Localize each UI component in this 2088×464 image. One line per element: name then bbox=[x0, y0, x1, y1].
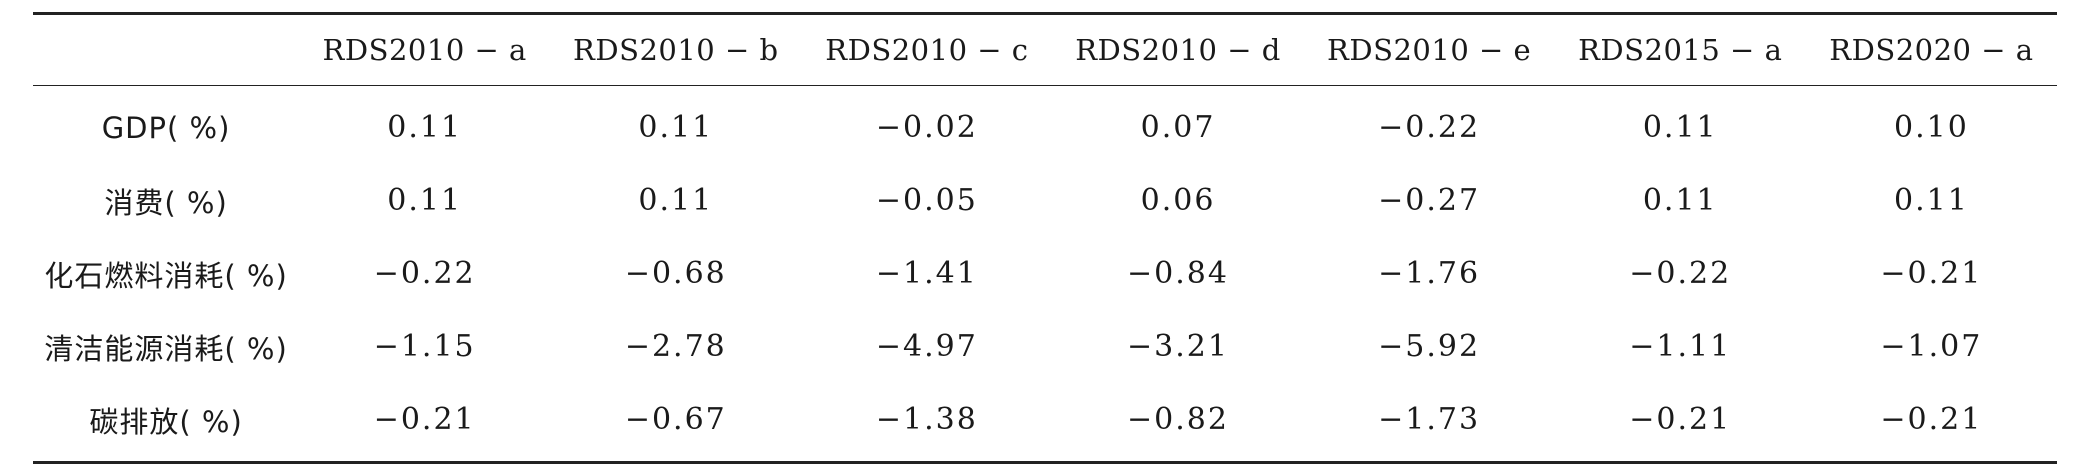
table-cell: −1.73 bbox=[1378, 402, 1481, 437]
table-cell: 0.11 bbox=[387, 183, 463, 218]
header-cell-rds2010-d: RDS2010 − d bbox=[1075, 33, 1281, 67]
table-header: RDS2010 − a RDS2010 − b RDS2010 − c RDS2… bbox=[33, 13, 2057, 86]
table-cell: −0.21 bbox=[1880, 256, 1983, 291]
header-cell-rds2010-e: RDS2010 − e bbox=[1327, 33, 1532, 67]
header-cell-rds2010-c: RDS2010 − c bbox=[825, 33, 1029, 67]
table-cell: −0.02 bbox=[875, 110, 978, 145]
table-cell: −0.82 bbox=[1127, 402, 1229, 437]
table-row-consumption: 消费( %) 0.11 0.11 −0.05 0.06 −0.27 0.11 0… bbox=[33, 164, 2057, 237]
table-cell: −0.67 bbox=[624, 402, 727, 437]
table-cell: −1.11 bbox=[1629, 329, 1732, 364]
table-cell: −3.21 bbox=[1127, 329, 1229, 364]
table-body: GDP( %) 0.11 0.11 −0.02 0.07 −0.22 0.11 … bbox=[33, 86, 2057, 463]
header-cell-empty bbox=[33, 14, 299, 86]
table-cell: −1.07 bbox=[1880, 329, 1983, 364]
table-row-clean-energy: 清洁能源消耗( %) −1.15 −2.78 −4.97 −3.21 −5.92… bbox=[33, 310, 2057, 383]
table-cell: −5.92 bbox=[1378, 329, 1481, 364]
row-label: GDP( %) bbox=[101, 110, 231, 145]
table-cell: −0.68 bbox=[624, 256, 727, 291]
table-cell: 0.11 bbox=[1642, 110, 1718, 145]
header-cell-rds2015-a: RDS2015 − a bbox=[1578, 33, 1783, 67]
table-cell: −0.21 bbox=[373, 402, 476, 437]
table-cell: 0.11 bbox=[387, 110, 463, 145]
table-cell: −0.22 bbox=[1629, 256, 1732, 291]
table-cell: −0.05 bbox=[875, 183, 978, 218]
table-cell: 0.11 bbox=[1642, 183, 1718, 218]
table-row-gdp: GDP( %) 0.11 0.11 −0.02 0.07 −0.22 0.11 … bbox=[33, 86, 2057, 165]
table-cell: −4.97 bbox=[875, 329, 978, 364]
header-row: RDS2010 − a RDS2010 − b RDS2010 − c RDS2… bbox=[33, 13, 2057, 86]
table-cell: −1.41 bbox=[875, 256, 978, 291]
header-cell-rds2010-a: RDS2010 − a bbox=[322, 33, 527, 67]
table-cell: −0.22 bbox=[1378, 110, 1481, 145]
row-label: 清洁能源消耗( %) bbox=[44, 331, 288, 366]
table-cell: 0.10 bbox=[1893, 110, 1969, 145]
table-cell: 0.11 bbox=[638, 110, 714, 145]
results-table: RDS2010 − a RDS2010 − b RDS2010 − c RDS2… bbox=[33, 12, 2057, 464]
table-cell: −0.21 bbox=[1629, 402, 1732, 437]
table-cell: 0.11 bbox=[1893, 183, 1969, 218]
header-cell-rds2020-a: RDS2020 − a bbox=[1829, 33, 2034, 67]
table-row-carbon-emission: 碳排放( %) −0.21 −0.67 −1.38 −0.82 −1.73 −0… bbox=[33, 383, 2057, 463]
table-cell: 0.07 bbox=[1140, 110, 1216, 145]
table-cell: −2.78 bbox=[624, 329, 727, 364]
table-cell: −0.27 bbox=[1378, 183, 1481, 218]
table-cell: 0.11 bbox=[638, 183, 714, 218]
data-table-container: RDS2010 − a RDS2010 − b RDS2010 − c RDS2… bbox=[33, 12, 2057, 464]
table-row-fossil-fuel: 化石燃料消耗( %) −0.22 −0.68 −1.41 −0.84 −1.76… bbox=[33, 237, 2057, 310]
table-cell: −0.22 bbox=[373, 256, 476, 291]
table-cell: −0.84 bbox=[1127, 256, 1229, 291]
row-label: 消费( %) bbox=[104, 185, 228, 220]
table-cell: −1.76 bbox=[1378, 256, 1481, 291]
row-label: 碳排放( %) bbox=[89, 404, 243, 439]
table-cell: −0.21 bbox=[1880, 402, 1983, 437]
table-cell: −1.15 bbox=[373, 329, 476, 364]
table-cell: 0.06 bbox=[1140, 183, 1216, 218]
row-label: 化石燃料消耗( %) bbox=[44, 258, 288, 293]
table-cell: −1.38 bbox=[875, 402, 978, 437]
header-cell-rds2010-b: RDS2010 − b bbox=[573, 33, 779, 67]
